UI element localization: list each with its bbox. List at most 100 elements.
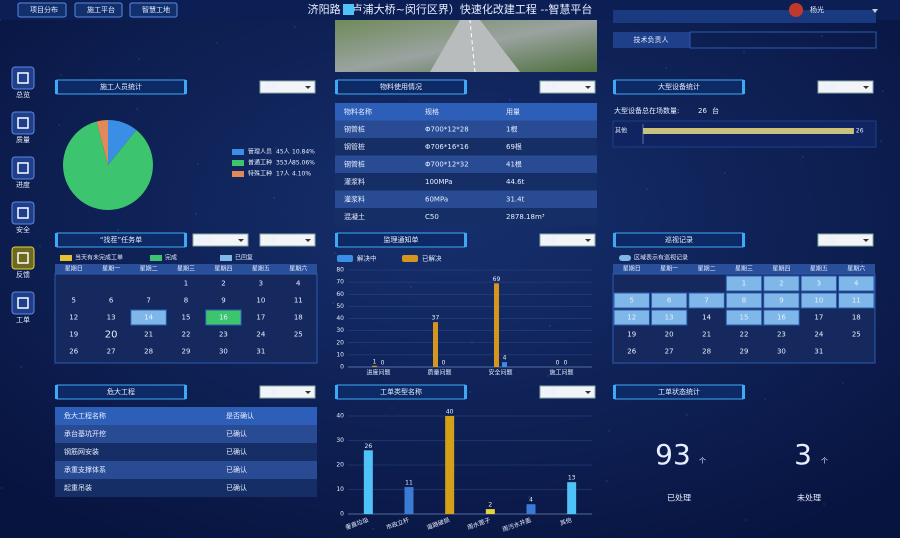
nav-label[interactable]: 项目分布 (30, 5, 58, 14)
bar-value-label: 37 (432, 315, 440, 322)
filter-arrow[interactable] (305, 86, 311, 89)
star (665, 67, 667, 69)
avatar[interactable] (789, 3, 803, 17)
sidebar-label[interactable]: 反馈 (16, 270, 30, 279)
filter-value[interactable]: 全部 (264, 82, 278, 91)
filter-value[interactable]: 全部 (544, 235, 558, 244)
panel-title-corner (742, 385, 745, 399)
table-cell: 钢管桩 (344, 124, 365, 133)
sidebar-icon[interactable] (11, 156, 35, 180)
calendar-day: 4 (296, 280, 301, 288)
sidebar-icon[interactable] (11, 291, 35, 315)
legend-swatch (232, 149, 244, 155)
sidebar-label[interactable]: 进度 (16, 180, 30, 189)
bar (404, 487, 414, 514)
user-menu-arrow[interactable] (872, 9, 878, 13)
y-tick-label: 30 (336, 437, 344, 444)
filter-value[interactable]: 全部 (822, 82, 836, 91)
filter-dropdown[interactable] (539, 385, 596, 399)
table-cell: 41根 (506, 159, 522, 168)
nav-label[interactable]: 施工平台 (87, 5, 115, 14)
sidebar-icon[interactable] (11, 66, 35, 90)
star (0, 19, 1, 21)
filter-arrow[interactable] (238, 239, 244, 242)
filter-value[interactable]: 二标 (822, 235, 836, 244)
photo-lane (469, 19, 476, 73)
filter-arrow[interactable] (863, 86, 869, 89)
status-unit: 个 (821, 457, 828, 465)
filter-arrow[interactable] (585, 86, 591, 89)
star (686, 414, 688, 416)
bar-value-label: 1 (373, 358, 377, 365)
star (842, 382, 844, 384)
star (882, 90, 884, 92)
calendar-day: 23 (219, 331, 228, 339)
sidebar-glyph[interactable] (17, 162, 29, 174)
calendar-day: 1 (742, 280, 746, 288)
filter-value[interactable]: 全部 (544, 387, 558, 396)
sidebar-icon[interactable] (11, 111, 35, 135)
y-tick-label: 20 (336, 339, 344, 346)
filter-arrow[interactable] (863, 239, 869, 242)
bar-value-label: 13 (568, 475, 576, 482)
filter-dropdown[interactable] (192, 233, 249, 247)
sidebar-label[interactable]: 总览 (16, 90, 30, 99)
calendar-day: 29 (182, 348, 191, 356)
weekday: 星期二 (698, 265, 716, 273)
filter-arrow[interactable] (305, 239, 311, 242)
filter-value[interactable]: 全部 (544, 82, 558, 91)
filter-arrow[interactable] (585, 391, 591, 394)
user-name[interactable]: 杨光 (810, 5, 824, 14)
bar-value-label: 26 (365, 443, 373, 450)
calendar-day: 20 (665, 331, 674, 339)
table-header-cell: 危大工程名称 (64, 411, 106, 420)
sidebar-icon[interactable] (11, 246, 35, 270)
filter-dropdown[interactable] (259, 80, 316, 94)
filter-dropdown[interactable] (539, 233, 596, 247)
calendar-cell (613, 309, 650, 326)
weekday: 星期一 (102, 265, 120, 273)
calendar-day: 20 (105, 330, 118, 341)
equipment-summary: 大型设备总在场数量: (614, 106, 679, 115)
filter-dropdown[interactable] (259, 385, 316, 399)
sidebar-glyph[interactable] (17, 252, 29, 264)
sidebar-glyph[interactable] (17, 297, 29, 309)
table-cell: 31.4t (506, 195, 525, 203)
nav-button[interactable] (17, 2, 67, 18)
panel-title: 危大工程 (107, 387, 135, 396)
y-tick-label: 0 (340, 511, 344, 518)
sidebar-glyph[interactable] (17, 117, 29, 129)
nav-button[interactable] (74, 2, 123, 18)
filter-value[interactable]: 二标 (264, 387, 278, 396)
sidebar-icon[interactable] (11, 201, 35, 225)
calendar-day: 11 (852, 297, 861, 305)
filter-dropdown[interactable] (539, 80, 596, 94)
calendar-day: 2 (221, 280, 225, 288)
filter-dropdown[interactable] (817, 233, 874, 247)
star (332, 302, 334, 304)
panel-title-corner (613, 233, 616, 247)
panel-title-corner (55, 233, 58, 247)
nav-button[interactable] (129, 2, 178, 18)
panel-title: 施工人员统计 (100, 82, 142, 91)
legend-swatch (220, 255, 232, 261)
sidebar-glyph[interactable] (17, 72, 29, 84)
filter-value[interactable]: 二标 (264, 235, 278, 244)
filter-value[interactable]: 七月 (197, 235, 211, 244)
sidebar-label[interactable]: 工单 (16, 315, 30, 324)
table-cell: 60MPa (425, 195, 448, 203)
sidebar-label[interactable]: 质量 (16, 135, 30, 144)
calendar-day: 26 (627, 348, 636, 356)
calendar-day: 16 (777, 314, 786, 322)
sidebar-label[interactable]: 安全 (16, 225, 30, 234)
pie-slice (96, 120, 108, 165)
bar-value-label: 4 (529, 497, 533, 504)
sidebar-glyph[interactable] (17, 207, 29, 219)
filter-arrow[interactable] (305, 391, 311, 394)
star (821, 35, 823, 37)
filter-dropdown[interactable] (259, 233, 316, 247)
filter-arrow[interactable] (585, 239, 591, 242)
nav-label[interactable]: 智慧工地 (142, 5, 170, 14)
weekday: 星期三 (735, 265, 753, 273)
filter-dropdown[interactable] (817, 80, 874, 94)
